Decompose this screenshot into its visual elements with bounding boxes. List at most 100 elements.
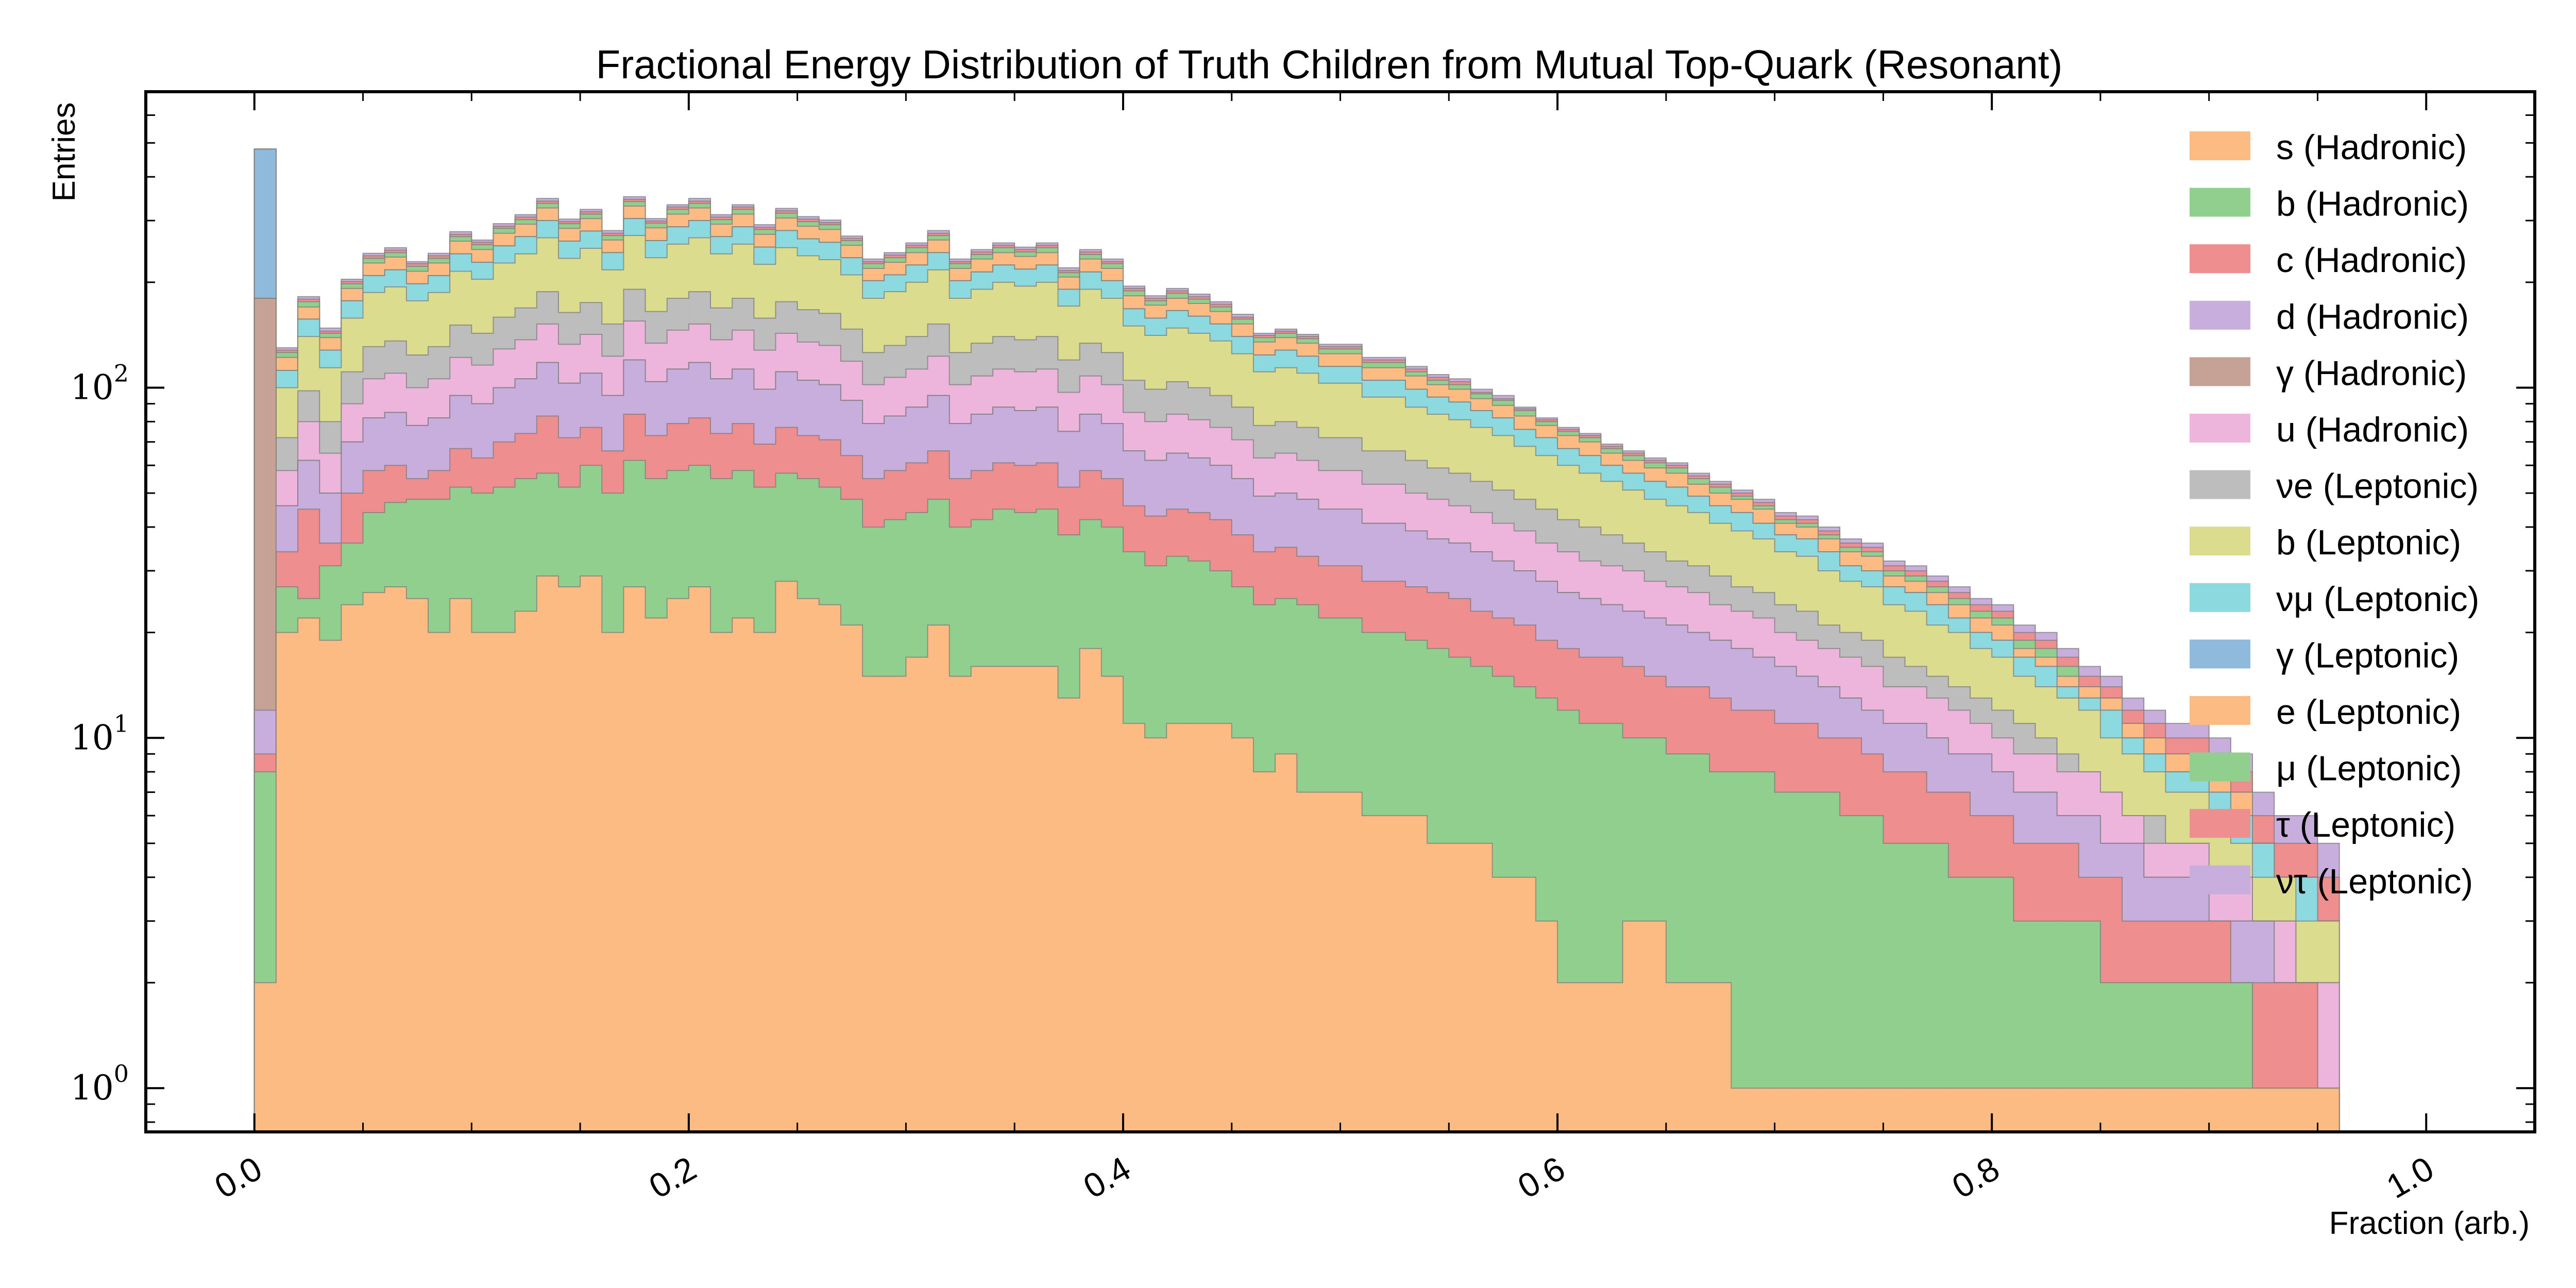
legend-swatch: [2190, 583, 2250, 612]
legend-item: γ (Hadronic): [2190, 353, 2467, 393]
bar: [2035, 1088, 2058, 1132]
bar: [493, 632, 516, 1132]
y-tick-label: 100: [71, 1060, 129, 1108]
x-tick-label: 0.2: [642, 1149, 702, 1206]
bar: [2165, 1088, 2188, 1132]
legend-label: u (Hadronic): [2276, 410, 2469, 449]
bar: [1449, 843, 1471, 1132]
bar: [2187, 1088, 2210, 1132]
bar: [471, 632, 494, 1132]
bar: [1796, 1088, 1819, 1132]
bar: [797, 598, 820, 1132]
legend-item: νe (Leptonic): [2190, 467, 2479, 506]
legend-swatch: [2190, 188, 2250, 217]
bar: [341, 604, 364, 1132]
bar: [1492, 877, 1515, 1132]
x-tick-label: 0.6: [1511, 1149, 1571, 1206]
bar: [1405, 816, 1428, 1132]
legend-label: e (Leptonic): [2276, 692, 2461, 732]
legend-item: c (Hadronic): [2190, 241, 2467, 280]
bar: [1622, 921, 1645, 1132]
bar: [1905, 1088, 1927, 1132]
bar: [298, 618, 320, 1132]
series-outline: [253, 218, 2340, 1132]
bar: [1014, 666, 1037, 1132]
legend-label: γ (Leptonic): [2276, 636, 2459, 675]
bar: [2252, 1088, 2275, 1132]
bar: [993, 666, 1015, 1132]
legend-swatch: [2190, 357, 2250, 386]
bar: [1644, 921, 1667, 1132]
bar: [558, 587, 581, 1132]
bar: [1926, 1088, 1949, 1132]
bar: [1188, 723, 1211, 1132]
bar: [1948, 1088, 1971, 1132]
legend-label: b (Hadronic): [2276, 184, 2469, 224]
legend-label: τ (Leptonic): [2276, 805, 2455, 844]
bar: [1210, 723, 1232, 1132]
bar: [602, 632, 624, 1132]
series-outline: [253, 575, 2340, 1132]
bar: [775, 581, 798, 1132]
bar: [906, 657, 928, 1132]
bar: [1818, 792, 1840, 1132]
y-axis-label: Entries: [46, 103, 82, 202]
bar: [1861, 816, 1884, 1132]
bar: [1079, 648, 1102, 1132]
bar: [1579, 982, 1601, 1132]
bar: [1036, 666, 1059, 1132]
bar: [927, 625, 950, 1132]
series-outline: [253, 359, 2340, 1132]
bar: [1340, 792, 1363, 1132]
bar: [1470, 843, 1493, 1132]
plot-area: [144, 90, 2536, 1133]
bar: [645, 618, 668, 1132]
legend-swatch: [2190, 527, 2250, 556]
legend-item: μ (Leptonic): [2190, 749, 2462, 788]
bar: [1926, 843, 1949, 1132]
stacked-bars: [253, 148, 2340, 1132]
bar: [2013, 1088, 2036, 1132]
series-outline: [253, 289, 2340, 1132]
bar: [1123, 723, 1145, 1132]
series-outline: [253, 413, 2340, 1132]
legend-swatch: [2190, 696, 2250, 725]
bar: [1145, 738, 1167, 1132]
legend-swatch: [2190, 300, 2250, 330]
bar: [1709, 982, 1732, 1132]
bar: [1774, 1088, 1797, 1132]
x-tick-label: 1.0: [2380, 1149, 2439, 1206]
bar: [754, 632, 776, 1132]
legend-item: ντ (Leptonic): [2190, 862, 2473, 901]
bar: [406, 598, 429, 1132]
y-tick-label: 101: [71, 709, 129, 757]
x-axis-label: Fraction (arb.): [2329, 1206, 2530, 1241]
bar: [1774, 792, 1797, 1132]
legend-swatch: [2190, 244, 2250, 274]
bar: [1970, 1088, 1992, 1132]
legend-label: μ (Leptonic): [2276, 749, 2462, 788]
legend: s (Hadronic) b (Hadronic) c (Hadronic) d (H…: [2190, 128, 2479, 901]
bar: [1253, 772, 1276, 1132]
legend-swatch: [2190, 470, 2250, 499]
x-tick-label: 0.0: [208, 1149, 268, 1206]
bar: [2057, 1088, 2079, 1132]
bar: [1231, 738, 1254, 1132]
bar: [884, 676, 906, 1132]
bar: [2100, 1088, 2123, 1132]
legend-label: νe (Leptonic): [2276, 467, 2479, 506]
bar: [1883, 1088, 1906, 1132]
bar: [319, 640, 342, 1132]
chart-title: Fractional Energy Distribution of Truth …: [596, 42, 2063, 87]
bar: [2078, 1088, 2101, 1132]
bar: [2317, 1088, 2340, 1132]
legend-label: ντ (Leptonic): [2276, 862, 2473, 901]
bar: [2230, 1088, 2253, 1132]
bar: [840, 625, 863, 1132]
bar: [1818, 1088, 1840, 1132]
bar: [515, 611, 537, 1132]
series-outline: [253, 235, 2340, 1132]
bar: [450, 598, 472, 1132]
bar: [2209, 1088, 2231, 1132]
bar: [1883, 843, 1906, 1132]
